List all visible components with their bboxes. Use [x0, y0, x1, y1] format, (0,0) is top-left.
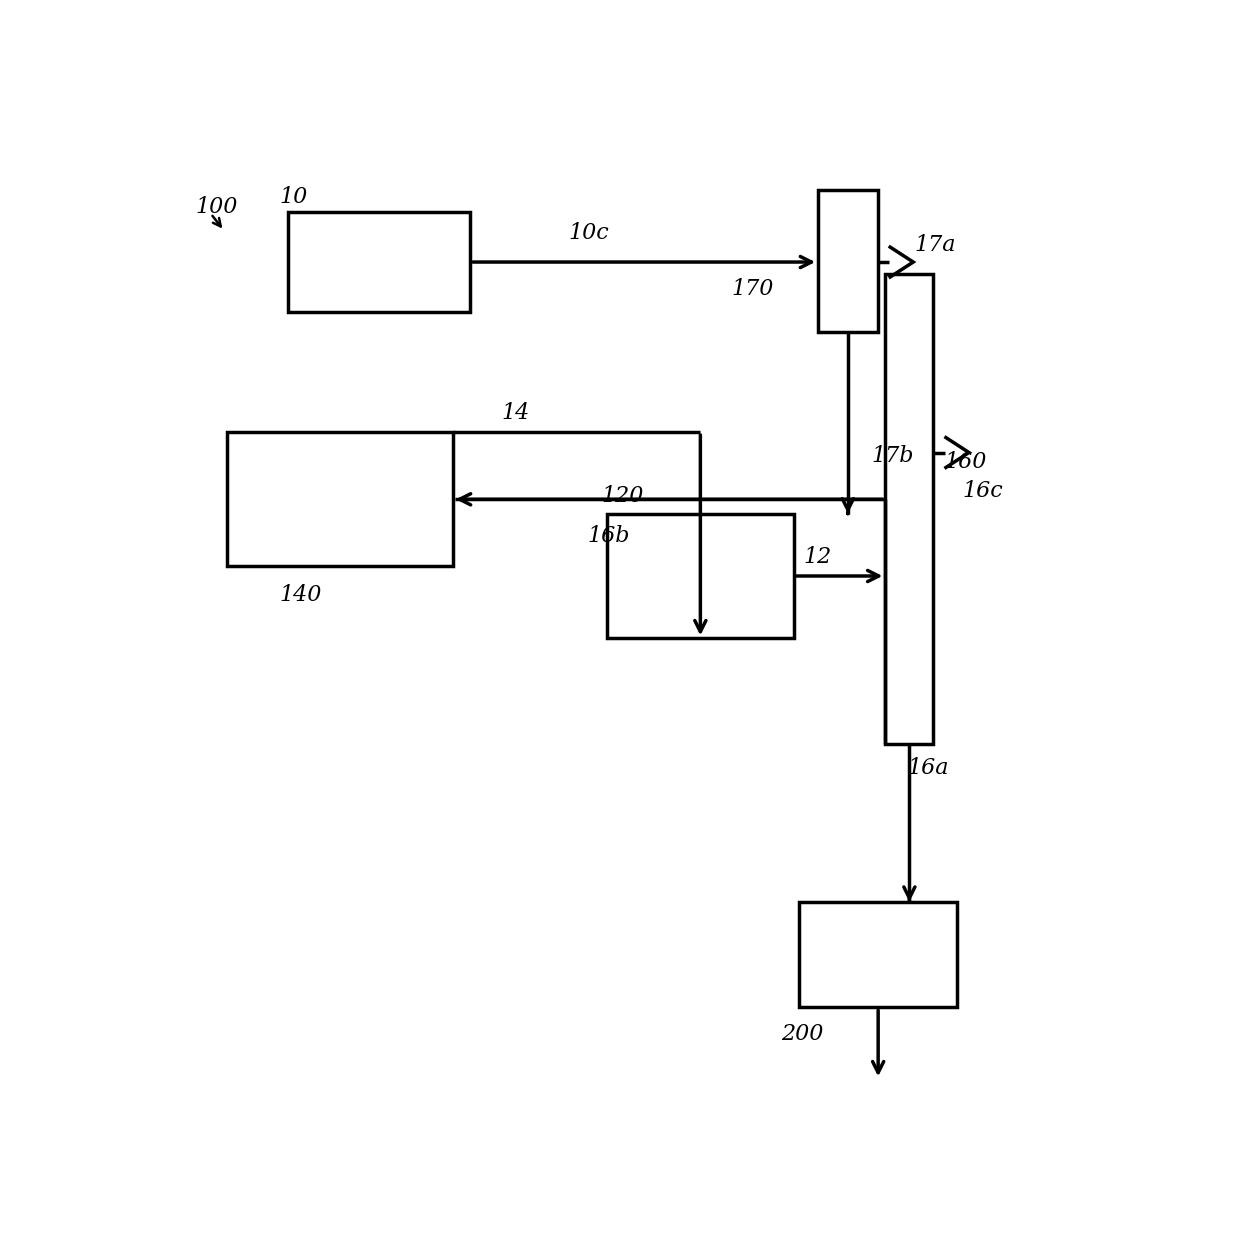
Text: 10c: 10c: [568, 223, 609, 244]
Bar: [288, 212, 470, 312]
Text: 140: 140: [280, 584, 322, 606]
Text: 16a: 16a: [908, 757, 949, 778]
Bar: [799, 901, 957, 1007]
Text: 14: 14: [501, 402, 529, 425]
Bar: [885, 274, 934, 743]
Text: 170: 170: [732, 278, 774, 300]
Text: 10: 10: [280, 187, 309, 208]
Text: 120: 120: [601, 486, 645, 508]
Text: 200: 200: [781, 1023, 823, 1046]
Bar: [606, 514, 794, 639]
Text: 16c: 16c: [962, 479, 1003, 502]
Bar: [227, 432, 453, 566]
Text: 17a: 17a: [914, 234, 956, 255]
Text: 16b: 16b: [588, 524, 630, 547]
Text: 12: 12: [804, 545, 832, 568]
Text: 160: 160: [945, 451, 987, 473]
Bar: [818, 189, 878, 331]
Text: 17b: 17b: [872, 446, 914, 467]
Text: 100: 100: [196, 195, 238, 218]
